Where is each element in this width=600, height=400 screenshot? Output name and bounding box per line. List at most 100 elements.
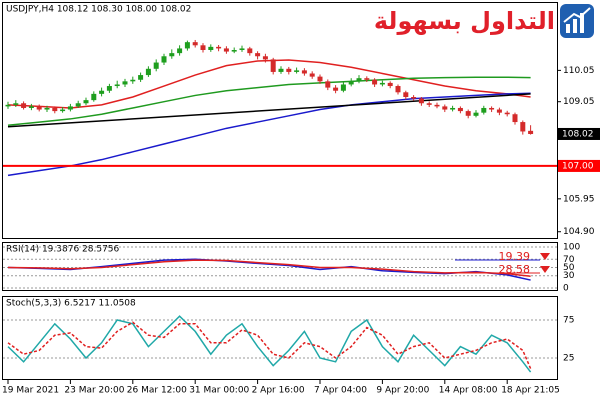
- overlay-line: [7, 76, 531, 126]
- candle-body: [192, 42, 198, 46]
- stoch-panel-frame: [2, 296, 558, 380]
- candle-body: [99, 90, 105, 94]
- price-label-box: [558, 127, 600, 140]
- y-tick-label: 75: [563, 316, 574, 326]
- chart-title: USDJPY,H4 108.12 108.30 108.00 108.02: [6, 5, 191, 15]
- y-tick-label: 0: [563, 284, 569, 294]
- rsi-marker-arrow: [540, 266, 550, 273]
- candle-body: [106, 86, 112, 91]
- candle-body: [91, 93, 97, 101]
- y-tick-label: 30: [563, 271, 575, 281]
- candle-body: [450, 107, 456, 110]
- candle-body: [177, 48, 183, 54]
- candle-body: [184, 42, 190, 49]
- rsi-line: [7, 259, 531, 278]
- x-tick-label: 18 Apr 21:05: [501, 386, 560, 396]
- candle-body: [379, 82, 385, 85]
- candle-body: [294, 70, 300, 72]
- candle-body: [52, 107, 58, 112]
- candle-body: [442, 106, 448, 110]
- overlay-line: [7, 92, 531, 177]
- candle-body: [457, 107, 463, 112]
- x-tick-label: 23 Mar 20:00: [64, 386, 124, 396]
- candle-body: [153, 62, 159, 69]
- candle-body: [145, 68, 151, 76]
- candle-body: [286, 68, 292, 72]
- candle-body: [231, 50, 237, 52]
- candle-body: [60, 109, 66, 112]
- rsi-last-label: 28.58: [499, 263, 531, 276]
- y-tick-label: 100: [563, 243, 580, 253]
- logo-text: التداول بسهولة: [374, 7, 555, 35]
- candle-body: [270, 59, 276, 72]
- candle-body: [520, 122, 526, 132]
- stoch-title: Stoch(5,3,3) 6.5217 11.0508: [6, 299, 136, 309]
- rsi-title: RSI(14) 19.3876 28.5756: [6, 245, 120, 255]
- candle-body: [333, 87, 339, 91]
- x-tick-label: 9 Apr 20:00: [376, 386, 429, 396]
- candle-body: [317, 76, 323, 82]
- candle-body: [411, 97, 417, 99]
- level-label: 107.00: [562, 161, 594, 171]
- candle-body: [278, 68, 284, 72]
- candle-body: [356, 78, 362, 82]
- candle-body: [364, 78, 370, 80]
- candle-body: [223, 48, 229, 52]
- candle-body: [504, 112, 510, 115]
- rsi-panel-frame: [2, 242, 558, 291]
- y-tick-label: 110.05: [563, 66, 595, 76]
- candle-body: [138, 75, 144, 80]
- candle-body: [473, 112, 479, 116]
- x-tick-label: 7 Apr 04:00: [314, 386, 367, 396]
- main-panel-frame: [2, 2, 558, 239]
- rsi-marker-arrow: [540, 253, 550, 260]
- candle-body: [28, 106, 34, 108]
- candle-body: [75, 103, 81, 107]
- candle-body: [309, 73, 315, 77]
- candle-body: [301, 70, 307, 74]
- candle-body: [216, 46, 222, 49]
- candle-body: [13, 103, 19, 105]
- candle-body: [418, 98, 424, 104]
- candle-body: [36, 106, 42, 110]
- y-tick-label: 105.95: [563, 194, 595, 204]
- logo-icon: [560, 4, 594, 38]
- candle-body: [255, 53, 261, 57]
- x-tick-label: 31 Mar 00:00: [189, 386, 249, 396]
- x-tick-label: 2 Apr 16:00: [252, 386, 305, 396]
- candle-body: [122, 81, 128, 85]
- candle-body: [496, 109, 502, 113]
- candle-body: [434, 104, 440, 107]
- candle-body: [21, 103, 27, 108]
- candle-body: [395, 86, 401, 93]
- candle-body: [44, 107, 50, 110]
- overlay-line: [7, 93, 531, 128]
- candle-body: [528, 130, 534, 134]
- candle-body: [239, 48, 245, 50]
- candle-body: [5, 104, 11, 107]
- x-tick-label: 26 Mar 12:00: [127, 386, 187, 396]
- candle-body: [481, 107, 487, 113]
- x-tick-label: 19 Mar 2021: [2, 386, 59, 396]
- candle-body: [161, 56, 167, 63]
- y-tick-label: 109.05: [563, 97, 595, 107]
- candle-body: [512, 114, 518, 123]
- level-label-box: [558, 159, 600, 172]
- x-tick-label: 14 Apr 08:00: [439, 386, 498, 396]
- candle-body: [340, 84, 346, 91]
- candle-body: [325, 81, 331, 88]
- candle-body: [426, 103, 432, 105]
- price-label: 108.02: [562, 129, 594, 139]
- y-tick-label: 50: [563, 263, 575, 273]
- candle-body: [247, 48, 253, 54]
- candle-body: [348, 81, 354, 85]
- candle-body: [67, 106, 73, 110]
- y-tick-label: 104.90: [563, 227, 595, 237]
- candle-body: [262, 56, 268, 60]
- y-tick-label: 70: [563, 255, 575, 265]
- candle-body: [489, 107, 495, 110]
- candle-body: [200, 45, 206, 50]
- candle-body: [130, 79, 136, 82]
- candle-body: [372, 79, 378, 85]
